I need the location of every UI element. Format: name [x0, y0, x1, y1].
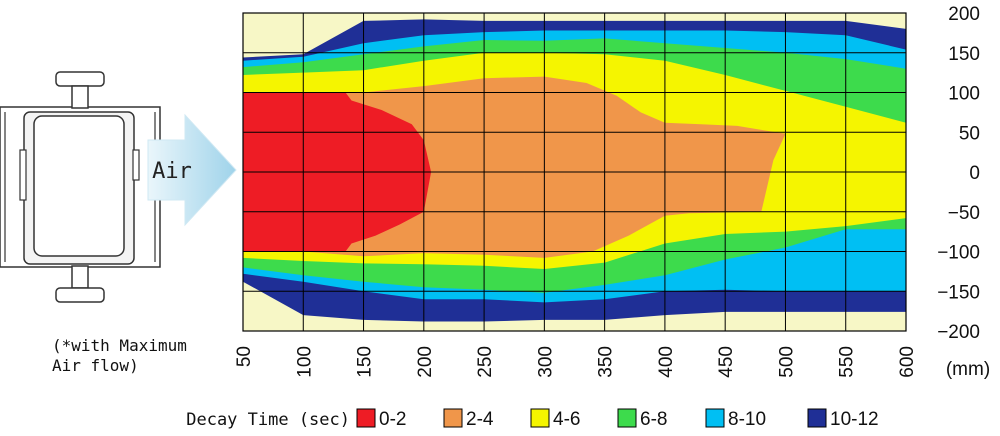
x-tick-label: 100 — [294, 346, 315, 378]
legend-swatch-10-12 — [807, 408, 827, 428]
legend-swatch-2-4 — [443, 408, 463, 428]
x-tick-label: 400 — [656, 346, 677, 378]
y-tick-label: −100 — [937, 243, 980, 264]
ionizer-front-panel — [33, 115, 125, 257]
legend-label-8-10: 8-10 — [728, 409, 766, 430]
air-label: Air — [152, 159, 192, 184]
y-tick-label: −200 — [937, 322, 980, 343]
y-tick-label: 50 — [959, 123, 980, 144]
y-axis: 200 150 100 50 0 −50 −100 −150 −200 — [937, 4, 980, 343]
x-tick-label: 600 — [897, 346, 918, 378]
x-tick-label: 250 — [475, 346, 496, 378]
x-axis: 50 100 150 200 250 300 350 400 450 500 550 600 — [234, 346, 918, 378]
x-tick-label: 200 — [415, 346, 436, 378]
device-illustration — [0, 71, 161, 303]
legend-swatch-4-6 — [530, 408, 550, 428]
y-tick-label: 0 — [969, 163, 980, 184]
airflow-note-line2: Air flow) — [52, 356, 139, 375]
x-axis-unit: (mm) — [946, 359, 990, 380]
bottom-knob-stem — [71, 265, 89, 289]
legend-title: Decay Time (sec) — [186, 410, 350, 430]
legend-label-4-6: 4-6 — [553, 409, 580, 430]
y-tick-label: −150 — [937, 282, 980, 303]
bottom-knob — [55, 287, 105, 303]
legend-label-2-4: 2-4 — [466, 409, 494, 430]
legend-swatch-0-2 — [356, 408, 376, 428]
x-tick-label: 50 — [234, 346, 255, 367]
x-tick-label: 150 — [355, 346, 376, 378]
side-clip-left — [19, 149, 27, 201]
x-tick-label: 500 — [776, 346, 797, 378]
top-knob — [55, 71, 105, 87]
plot-area — [242, 12, 907, 332]
y-tick-label: 100 — [948, 84, 980, 105]
legend-label-6-8: 6-8 — [640, 409, 667, 430]
y-tick-label: −50 — [948, 203, 980, 224]
legend: Decay Time (sec) 0-2 2-4 4-6 6-8 8-10 10-12 — [186, 408, 879, 430]
airflow-note-line1: (*with Maximum — [52, 336, 187, 355]
air-arrow-icon — [147, 113, 237, 227]
legend-label-0-2: 0-2 — [379, 409, 406, 430]
side-clip-right — [132, 149, 140, 181]
y-tick-label: 200 — [948, 4, 980, 25]
x-tick-label: 300 — [535, 346, 556, 378]
x-tick-label: 350 — [596, 346, 617, 378]
legend-label-10-12: 10-12 — [830, 409, 879, 430]
legend-swatch-8-10 — [705, 408, 725, 428]
x-tick-label: 550 — [837, 346, 858, 378]
top-knob-stem — [71, 85, 89, 109]
y-tick-label: 150 — [948, 44, 980, 65]
x-tick-label: 450 — [716, 346, 737, 378]
legend-swatch-6-8 — [617, 408, 637, 428]
plot-border — [242, 12, 907, 332]
